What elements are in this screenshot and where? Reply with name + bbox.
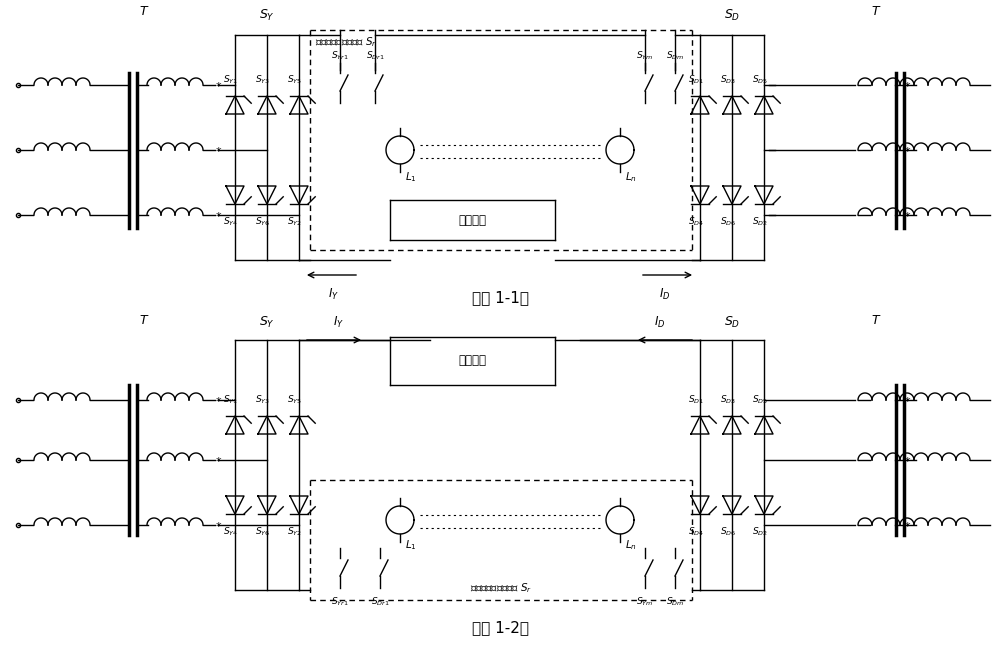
Text: $S_{D5}$: $S_{D5}$ bbox=[752, 74, 768, 86]
Text: *: * bbox=[216, 212, 222, 222]
Text: 直流负载: 直流负载 bbox=[458, 213, 486, 226]
Text: $S_{D1}$: $S_{D1}$ bbox=[688, 393, 704, 406]
Text: $S_{D2}$: $S_{D2}$ bbox=[752, 216, 768, 228]
Text: *: * bbox=[216, 82, 222, 92]
Text: $S_{Y1}$: $S_{Y1}$ bbox=[223, 74, 238, 86]
Text: *: * bbox=[904, 82, 910, 92]
Text: $S_{Yr1}$: $S_{Yr1}$ bbox=[331, 595, 349, 608]
Text: *: * bbox=[904, 457, 910, 467]
Text: $I_D$: $I_D$ bbox=[659, 287, 671, 302]
Text: $I_Y$: $I_Y$ bbox=[333, 315, 345, 330]
Text: $S_Y$: $S_Y$ bbox=[259, 315, 275, 330]
Text: 直流负载: 直流负载 bbox=[458, 355, 486, 368]
Text: $I_Y$: $I_Y$ bbox=[328, 287, 340, 302]
Text: $S_{Y4}$: $S_{Y4}$ bbox=[223, 216, 238, 228]
Text: $S_{Y1}$: $S_{Y1}$ bbox=[223, 393, 238, 406]
Text: $S_{Y5}$: $S_{Y5}$ bbox=[287, 74, 302, 86]
Text: $S_{D6}$: $S_{D6}$ bbox=[720, 526, 736, 539]
Text: *: * bbox=[216, 397, 222, 407]
Text: T: T bbox=[139, 314, 147, 327]
Text: $L_n$: $L_n$ bbox=[625, 170, 637, 184]
Text: *: * bbox=[216, 457, 222, 467]
Text: $S_D$: $S_D$ bbox=[724, 315, 740, 330]
Text: $S_{Ym}$: $S_{Ym}$ bbox=[636, 50, 654, 62]
Text: T: T bbox=[871, 5, 879, 18]
Text: $S_D$: $S_D$ bbox=[724, 8, 740, 23]
Text: $S_{Dm}$: $S_{Dm}$ bbox=[666, 50, 684, 62]
Text: $L_n$: $L_n$ bbox=[625, 538, 637, 552]
Text: （图 1-1）: （图 1-1） bbox=[472, 290, 528, 305]
Text: $S_{Y3}$: $S_{Y3}$ bbox=[255, 393, 270, 406]
Text: $S_{Y2}$: $S_{Y2}$ bbox=[287, 526, 302, 539]
Text: 多电平谐波注入电路 $S_r$: 多电平谐波注入电路 $S_r$ bbox=[470, 581, 532, 595]
Text: *: * bbox=[216, 522, 222, 532]
Text: $S_{Y3}$: $S_{Y3}$ bbox=[255, 74, 270, 86]
Text: $S_{D6}$: $S_{D6}$ bbox=[720, 216, 736, 228]
Text: $S_{D4}$: $S_{D4}$ bbox=[688, 216, 704, 228]
Text: $S_{D3}$: $S_{D3}$ bbox=[720, 74, 736, 86]
Text: $S_{Dm}$: $S_{Dm}$ bbox=[666, 595, 684, 608]
Text: $S_Y$: $S_Y$ bbox=[259, 8, 275, 23]
Text: $S_{Dr1}$: $S_{Dr1}$ bbox=[371, 595, 389, 608]
Text: $S_{Y2}$: $S_{Y2}$ bbox=[287, 216, 302, 228]
Text: （图 1-2）: （图 1-2） bbox=[472, 620, 528, 635]
Text: T: T bbox=[139, 5, 147, 18]
Text: $S_{Ym}$: $S_{Ym}$ bbox=[636, 595, 654, 608]
Text: $S_{D2}$: $S_{D2}$ bbox=[752, 526, 768, 539]
Text: $S_{D3}$: $S_{D3}$ bbox=[720, 393, 736, 406]
Text: T: T bbox=[871, 314, 879, 327]
Text: $I_D$: $I_D$ bbox=[654, 315, 666, 330]
Text: $S_{D4}$: $S_{D4}$ bbox=[688, 526, 704, 539]
Text: *: * bbox=[904, 212, 910, 222]
Text: $S_{Yr1}$: $S_{Yr1}$ bbox=[331, 50, 349, 62]
Text: $S_{Y5}$: $S_{Y5}$ bbox=[287, 393, 302, 406]
Text: *: * bbox=[904, 147, 910, 157]
Text: 多电平谐波注入电路 $S_r$: 多电平谐波注入电路 $S_r$ bbox=[315, 35, 377, 49]
Text: $S_{Y4}$: $S_{Y4}$ bbox=[223, 526, 238, 539]
Text: *: * bbox=[904, 522, 910, 532]
Text: *: * bbox=[904, 397, 910, 407]
Text: $S_{Y6}$: $S_{Y6}$ bbox=[255, 526, 270, 539]
Text: $S_{D5}$: $S_{D5}$ bbox=[752, 393, 768, 406]
Text: $S_{Dr1}$: $S_{Dr1}$ bbox=[366, 50, 384, 62]
Text: *: * bbox=[216, 147, 222, 157]
Text: $S_{D1}$: $S_{D1}$ bbox=[688, 74, 704, 86]
Text: $L_1$: $L_1$ bbox=[405, 170, 417, 184]
Text: $L_1$: $L_1$ bbox=[405, 538, 417, 552]
Text: $S_{Y6}$: $S_{Y6}$ bbox=[255, 216, 270, 228]
